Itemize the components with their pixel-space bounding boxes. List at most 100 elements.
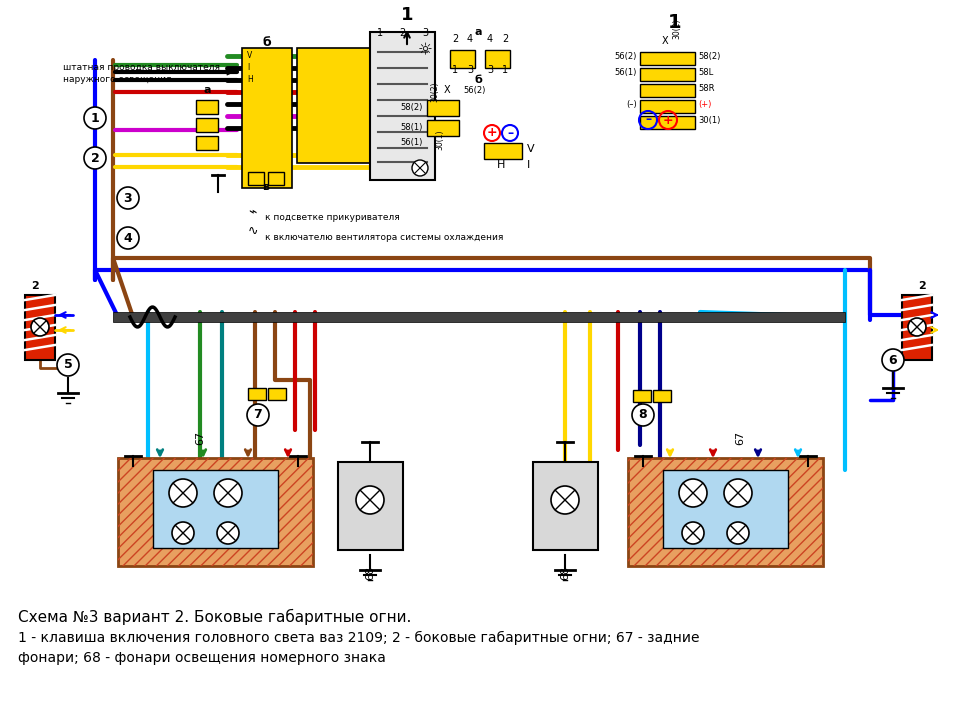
Circle shape xyxy=(882,349,904,371)
Bar xyxy=(297,48,377,163)
Bar xyxy=(242,48,292,188)
Text: 8: 8 xyxy=(638,409,647,421)
Bar xyxy=(640,100,695,113)
Bar xyxy=(118,458,313,566)
Circle shape xyxy=(247,404,269,426)
Text: –: – xyxy=(645,114,651,126)
Text: (–): (–) xyxy=(626,100,637,109)
Circle shape xyxy=(214,479,242,507)
Text: 3: 3 xyxy=(487,65,493,75)
Circle shape xyxy=(117,187,139,209)
Text: фонари; 68 - фонари освещения номерного знака: фонари; 68 - фонари освещения номерного … xyxy=(18,651,386,665)
Text: 2: 2 xyxy=(502,34,508,44)
Circle shape xyxy=(169,479,197,507)
Circle shape xyxy=(217,522,239,544)
Text: б: б xyxy=(263,36,272,48)
Text: ☼: ☼ xyxy=(418,41,432,59)
Text: 3: 3 xyxy=(467,65,473,75)
Bar xyxy=(248,388,266,400)
Text: а: а xyxy=(204,85,211,95)
Bar xyxy=(196,136,218,150)
Circle shape xyxy=(908,318,926,336)
Text: H: H xyxy=(497,160,505,170)
Text: 30(1): 30(1) xyxy=(436,130,444,150)
Bar xyxy=(653,390,671,402)
Bar xyxy=(902,295,932,360)
Text: I: I xyxy=(527,160,530,170)
Circle shape xyxy=(412,160,428,176)
Bar xyxy=(248,172,264,185)
Text: 1: 1 xyxy=(400,6,413,24)
Text: 7: 7 xyxy=(253,409,262,421)
Text: 4: 4 xyxy=(124,231,132,245)
Bar xyxy=(640,68,695,81)
Text: 2: 2 xyxy=(398,28,405,38)
Circle shape xyxy=(679,479,707,507)
Bar xyxy=(640,116,695,129)
Bar xyxy=(628,458,823,566)
Bar xyxy=(25,295,55,360)
Text: 1: 1 xyxy=(90,111,100,125)
Text: I: I xyxy=(247,64,250,72)
Text: 30(1): 30(1) xyxy=(698,116,720,125)
Circle shape xyxy=(31,318,49,336)
Text: в: в xyxy=(262,182,270,192)
Bar xyxy=(427,120,459,136)
Circle shape xyxy=(57,354,79,376)
Text: 2: 2 xyxy=(31,281,38,291)
Bar xyxy=(370,32,435,180)
Circle shape xyxy=(117,227,139,249)
Text: Схема №3 вариант 2. Боковые габаритные огни.: Схема №3 вариант 2. Боковые габаритные о… xyxy=(18,609,412,625)
Text: +: + xyxy=(662,114,673,126)
Bar xyxy=(338,462,403,550)
Text: 56(1): 56(1) xyxy=(614,68,637,77)
Circle shape xyxy=(84,147,106,169)
Circle shape xyxy=(84,107,106,129)
Text: наружного освещения: наружного освещения xyxy=(63,76,172,85)
Text: X: X xyxy=(444,85,450,95)
Text: к включателю вентилятора системы охлаждения: к включателю вентилятора системы охлажде… xyxy=(265,233,503,242)
Bar xyxy=(196,100,218,114)
Bar xyxy=(153,470,278,548)
Bar xyxy=(196,118,218,132)
Bar xyxy=(640,52,695,65)
Text: 58(1): 58(1) xyxy=(400,123,423,132)
Text: 56(2): 56(2) xyxy=(614,52,637,61)
Text: 1: 1 xyxy=(502,65,508,75)
Text: V: V xyxy=(527,144,535,154)
Bar xyxy=(268,172,284,185)
Bar xyxy=(640,84,695,97)
Text: к подсветке прикуривателя: к подсветке прикуривателя xyxy=(265,214,399,222)
Circle shape xyxy=(632,404,654,426)
Text: 1: 1 xyxy=(377,28,383,38)
Text: 4: 4 xyxy=(487,34,493,44)
Text: H: H xyxy=(247,76,252,85)
Circle shape xyxy=(727,522,749,544)
Text: 2: 2 xyxy=(452,34,458,44)
Text: 3: 3 xyxy=(124,191,132,205)
Text: 67: 67 xyxy=(735,431,745,445)
Bar xyxy=(533,462,598,550)
Text: 56(1): 56(1) xyxy=(400,138,423,147)
Text: (+): (+) xyxy=(698,100,711,109)
Text: б: б xyxy=(474,75,482,85)
Text: 6: 6 xyxy=(889,353,898,367)
Text: +: + xyxy=(487,126,497,139)
Text: 56(2): 56(2) xyxy=(463,86,486,95)
Text: 1: 1 xyxy=(452,65,458,75)
Text: 68: 68 xyxy=(560,566,570,580)
Bar xyxy=(113,312,845,322)
Text: 58L: 58L xyxy=(698,68,713,77)
Text: 58R: 58R xyxy=(698,84,714,93)
Circle shape xyxy=(551,486,579,514)
Text: 2: 2 xyxy=(918,281,925,291)
Text: ∿: ∿ xyxy=(248,225,258,238)
Text: 67: 67 xyxy=(195,431,205,445)
Text: V: V xyxy=(247,51,252,60)
Text: 4: 4 xyxy=(467,34,473,44)
Circle shape xyxy=(172,522,194,544)
Text: 58(2): 58(2) xyxy=(698,52,720,61)
Text: 1: 1 xyxy=(668,13,682,32)
Text: X: X xyxy=(661,36,668,46)
Bar xyxy=(118,458,313,566)
